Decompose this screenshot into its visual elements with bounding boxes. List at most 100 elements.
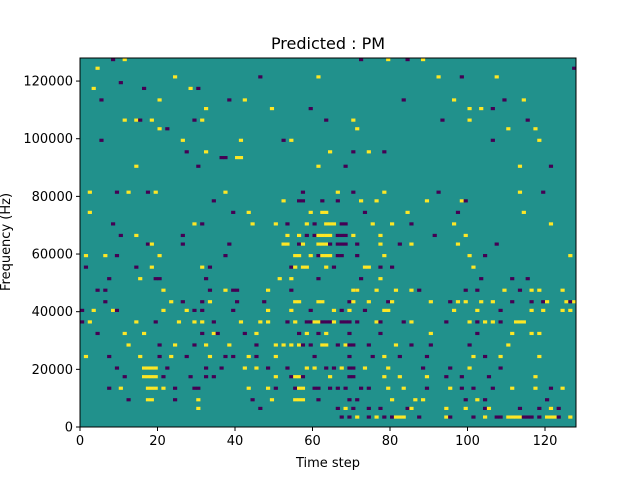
heatmap-cell bbox=[300, 343, 306, 347]
heatmap-cell bbox=[335, 233, 340, 238]
heatmap-cell bbox=[459, 75, 464, 79]
heatmap-cell bbox=[405, 210, 410, 214]
heatmap-cell bbox=[192, 320, 197, 324]
heatmap-cell bbox=[390, 300, 395, 304]
heatmap-cell bbox=[386, 386, 391, 390]
y-tick-label: 40000 bbox=[32, 305, 73, 320]
heatmap-cell bbox=[483, 254, 488, 258]
heatmap-cell bbox=[227, 242, 232, 246]
heatmap-cell bbox=[366, 300, 371, 304]
heatmap-cell bbox=[362, 308, 368, 312]
heatmap-cell bbox=[378, 265, 383, 269]
heatmap-cell bbox=[568, 300, 573, 304]
heatmap-cell bbox=[347, 308, 352, 312]
heatmap-cell bbox=[107, 277, 112, 281]
heatmap-cell bbox=[331, 366, 337, 370]
heatmap-cell bbox=[87, 190, 92, 194]
heatmap-cell bbox=[231, 288, 236, 292]
heatmap-cell bbox=[382, 375, 387, 379]
heatmap-cell bbox=[200, 331, 205, 336]
heatmap-cell bbox=[494, 415, 499, 419]
heatmap-cell bbox=[173, 75, 178, 79]
heatmap-cell bbox=[289, 308, 294, 312]
heatmap-cell bbox=[122, 375, 127, 379]
heatmap-cell bbox=[142, 86, 147, 91]
heatmap-cell bbox=[366, 150, 371, 154]
heatmap-cell bbox=[293, 265, 298, 269]
heatmap-cell bbox=[297, 386, 302, 390]
heatmap-cell bbox=[564, 300, 569, 304]
heatmap-cell bbox=[122, 118, 127, 122]
heatmap-cell bbox=[397, 354, 402, 359]
heatmap-cell bbox=[463, 300, 468, 304]
heatmap-cell bbox=[452, 222, 457, 226]
heatmap-cell bbox=[355, 320, 360, 324]
heatmap-cell bbox=[308, 254, 313, 258]
heatmap-cell bbox=[258, 75, 263, 79]
heatmap-cell bbox=[235, 156, 240, 160]
heatmap-cell bbox=[448, 386, 453, 390]
heatmap-cell bbox=[328, 150, 333, 154]
heatmap-cell bbox=[533, 375, 538, 379]
heatmap-cell bbox=[99, 98, 104, 102]
plot-area bbox=[79, 57, 577, 428]
heatmap-cell bbox=[459, 375, 464, 379]
heatmap-cell bbox=[331, 320, 337, 324]
heatmap-cell bbox=[289, 277, 294, 281]
heatmap-cell bbox=[285, 233, 290, 238]
heatmap-cell bbox=[200, 118, 205, 122]
heatmap-cell bbox=[149, 366, 154, 370]
heatmap-cell bbox=[347, 415, 352, 419]
heatmap-cell bbox=[122, 58, 127, 62]
heatmap-cell bbox=[149, 386, 154, 390]
heatmap-cell bbox=[475, 320, 480, 324]
heatmap-cell bbox=[525, 118, 530, 122]
heatmap-cell bbox=[436, 190, 441, 194]
heatmap-cell bbox=[281, 242, 286, 246]
heatmap-cell bbox=[300, 375, 306, 379]
heatmap-cell bbox=[134, 233, 139, 238]
heatmap-cell bbox=[324, 265, 329, 269]
heatmap-cell bbox=[80, 308, 85, 312]
heatmap-cell bbox=[355, 415, 360, 419]
heatmap-cell bbox=[173, 343, 178, 347]
y-tick-label: 20000 bbox=[32, 363, 73, 378]
heatmap-cell bbox=[331, 308, 337, 312]
heatmap-cell bbox=[266, 320, 271, 324]
heatmap-cell bbox=[196, 398, 201, 402]
heatmap-cell bbox=[552, 415, 557, 419]
heatmap-cell bbox=[235, 300, 240, 304]
y-tick-label: 120000 bbox=[23, 75, 73, 90]
heatmap-cell bbox=[192, 386, 197, 390]
heatmap-cell bbox=[297, 254, 302, 258]
heatmap-cell bbox=[405, 406, 410, 410]
heatmap-cell bbox=[223, 254, 228, 258]
heatmap-cell bbox=[448, 366, 453, 370]
plot-frame bbox=[79, 57, 577, 428]
heatmap-cell bbox=[142, 366, 147, 370]
heatmap-cell bbox=[83, 254, 89, 258]
heatmap-cell bbox=[355, 398, 360, 402]
heatmap-cell bbox=[320, 242, 325, 246]
heatmap-cell bbox=[153, 386, 158, 390]
heatmap-cell bbox=[134, 265, 139, 269]
heatmap-cell bbox=[510, 331, 515, 336]
heatmap-cell bbox=[215, 331, 220, 336]
heatmap-cell bbox=[343, 320, 348, 324]
heatmap-cell bbox=[304, 366, 309, 370]
heatmap-cell bbox=[262, 300, 267, 304]
heatmap-cell bbox=[157, 254, 162, 258]
heatmap-cell bbox=[386, 300, 391, 304]
heatmap-cell bbox=[343, 406, 348, 410]
heatmap-cell bbox=[347, 375, 352, 379]
heatmap-cell bbox=[114, 190, 120, 194]
heatmap-cell bbox=[246, 354, 251, 359]
heatmap-cell bbox=[517, 415, 523, 419]
heatmap-cell bbox=[568, 254, 573, 258]
heatmap-cell bbox=[111, 58, 116, 62]
heatmap-cell bbox=[192, 308, 197, 312]
heatmap-cell bbox=[300, 398, 306, 402]
heatmap-cell bbox=[297, 242, 302, 246]
heatmap-cell bbox=[378, 320, 383, 324]
heatmap-cell bbox=[390, 222, 395, 226]
